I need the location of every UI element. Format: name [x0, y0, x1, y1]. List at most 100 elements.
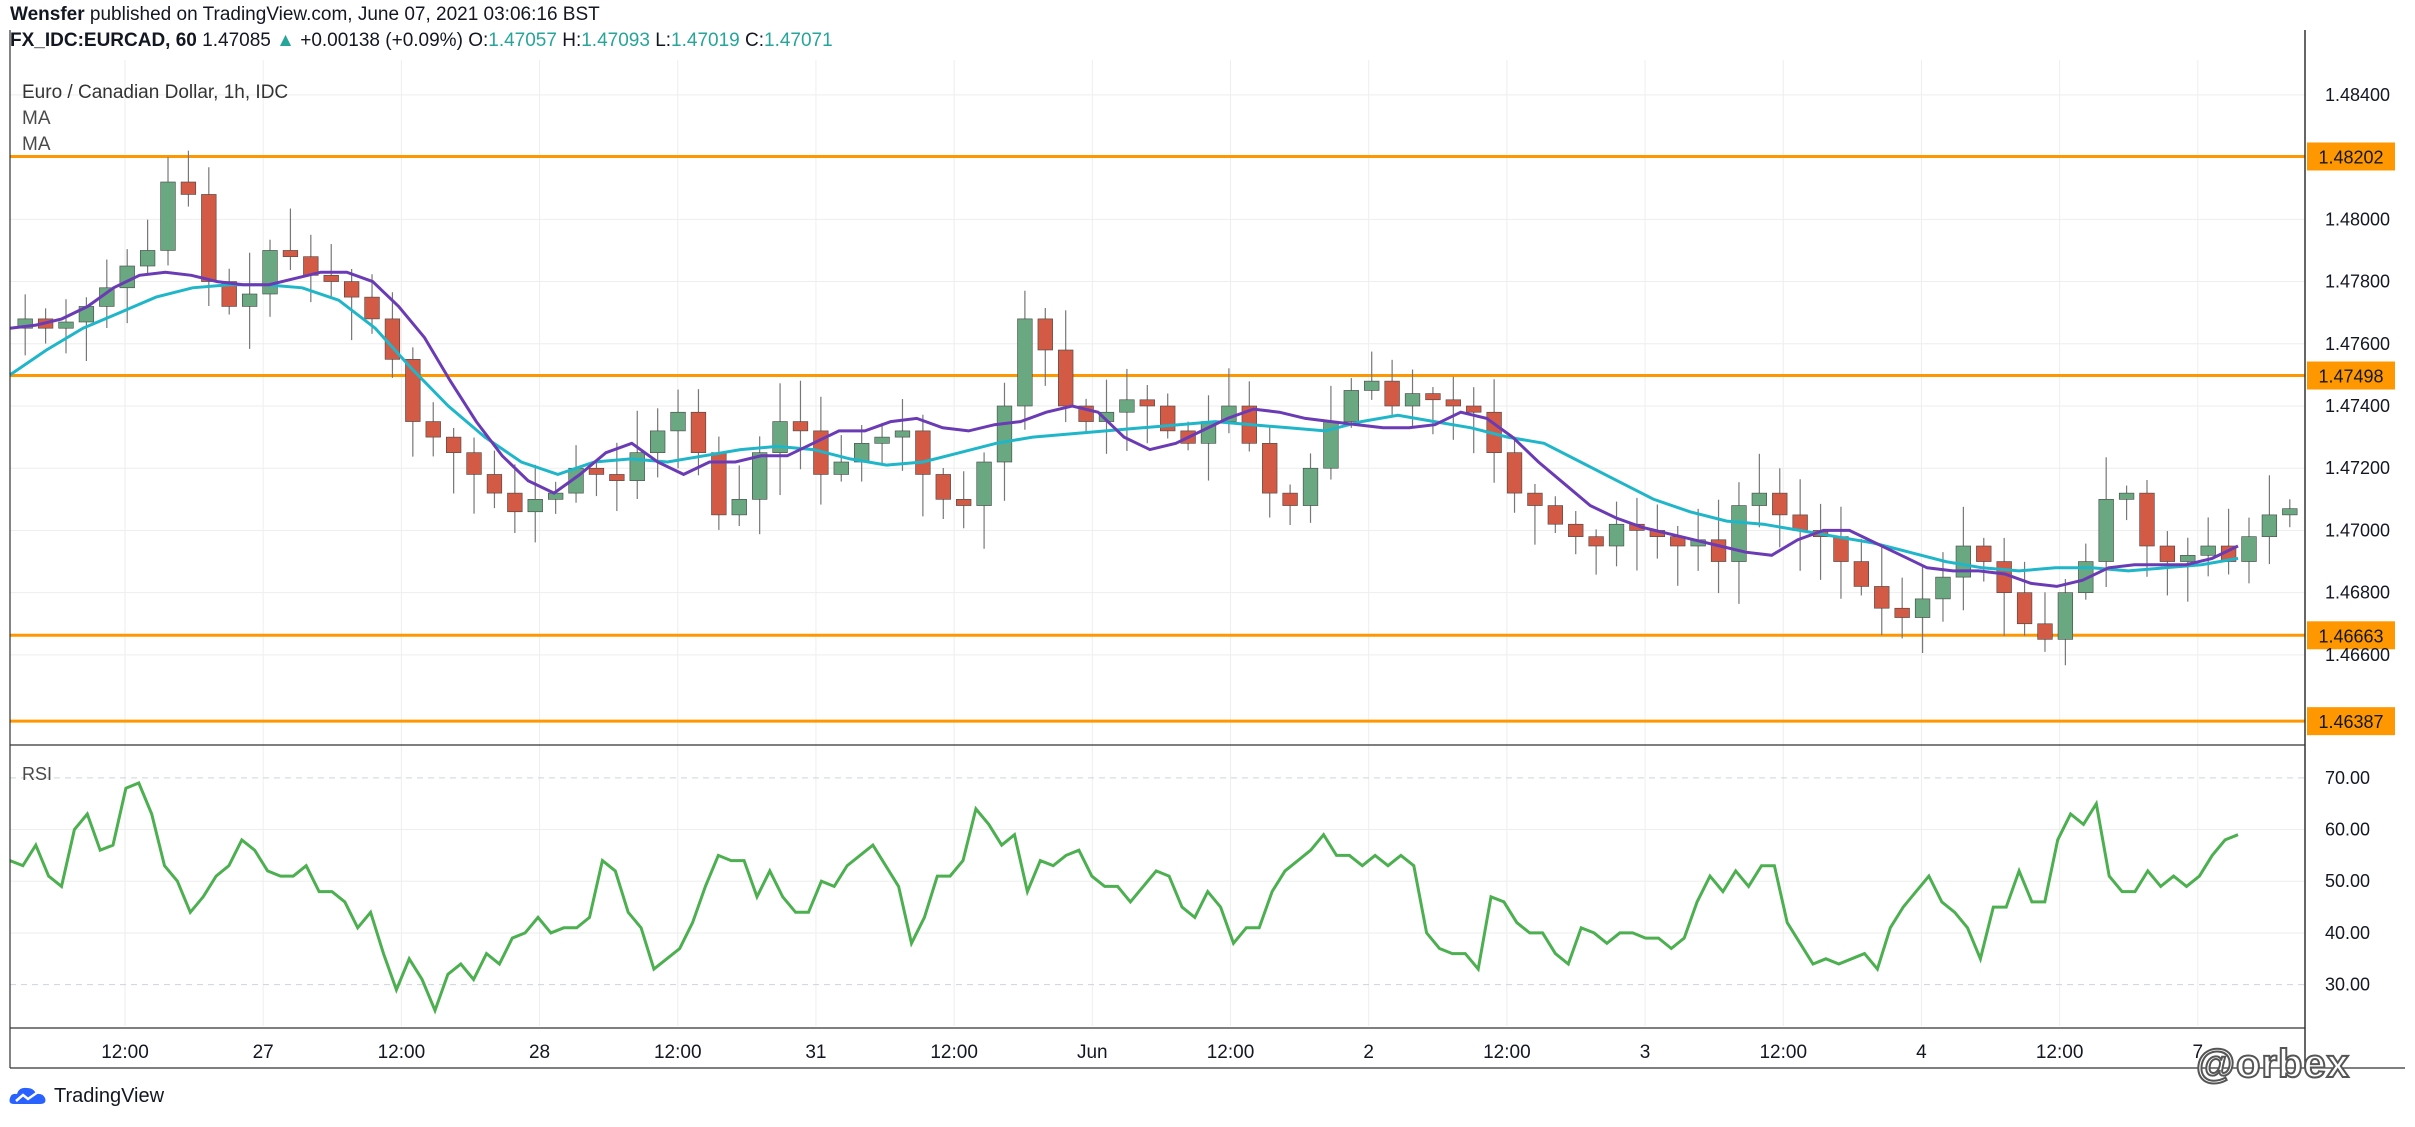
candle-body [139, 250, 156, 267]
candle-body [323, 275, 339, 282]
price-tick-label: 1.48000 [2325, 209, 2390, 229]
price-axis-labels[interactable]: 1.46600 1.46800 1.47000 1.47200 1.47400 1.476… [2325, 85, 2390, 995]
candle-body [58, 321, 74, 329]
candle-body [2098, 499, 2114, 562]
candle-body [2241, 536, 2257, 562]
time-tick-label: 12:00 [101, 1042, 149, 1063]
candle-body [1017, 318, 1033, 407]
low-value: 1.47019 [671, 30, 740, 51]
rsi-line [9, 781, 2239, 1015]
candle-body [1976, 545, 1992, 562]
candle-body [935, 474, 951, 500]
close-label: C: [745, 30, 765, 51]
candle-body [1588, 536, 1604, 547]
candle-body [486, 474, 503, 494]
tradingview-logo[interactable]: TradingView [8, 1084, 164, 1108]
candle-body [874, 436, 890, 444]
moving-averages [9, 270, 2239, 588]
level-price-tag [2307, 361, 2395, 390]
candle-body [445, 436, 462, 453]
candle-body [201, 194, 217, 282]
candle-body [2016, 592, 2033, 625]
candle-body [548, 492, 564, 500]
high-label: H: [562, 30, 582, 51]
candle-body [792, 421, 809, 432]
level-price-label: 1.46387 [2318, 712, 2383, 732]
candle-body [2159, 545, 2176, 562]
candle-body [2282, 508, 2298, 516]
time-tick-label: 12:00 [1759, 1042, 1807, 1063]
candle-body [1874, 586, 1890, 609]
candle-body [1568, 523, 1584, 537]
candle-body [160, 181, 176, 251]
candle-body [1262, 443, 1278, 494]
price-change: +0.00138 (+0.09%) [300, 30, 463, 51]
time-tick-label: 12:00 [2036, 1042, 2084, 1063]
rsi-label[interactable]: RSI [22, 764, 53, 784]
change-up-icon: ▲ [276, 30, 295, 51]
candle-body [1772, 492, 1788, 516]
candle-body [1384, 380, 1400, 407]
candle-body [629, 452, 645, 481]
tradingview-cloud-icon [9, 1087, 46, 1104]
time-tick-label: 7 [2193, 1042, 2204, 1063]
price-tick-label: 1.47800 [2325, 272, 2390, 292]
time-tick-label: 4 [1916, 1042, 1927, 1063]
candle-body [1058, 349, 1074, 407]
candle-body [282, 250, 299, 257]
candle-body [1751, 492, 1767, 506]
level-price-tag [2307, 621, 2395, 650]
candle-body [1139, 399, 1155, 407]
candle-body [241, 293, 258, 307]
time-tick-label: 12:00 [930, 1042, 978, 1063]
price-tick-label: 1.46800 [2325, 583, 2390, 603]
candle-body [996, 405, 1013, 463]
legend-ma-slow[interactable]: MA [22, 134, 51, 155]
publisher-name[interactable]: Wensfer [10, 4, 85, 25]
price-tick-label: 1.46600 [2325, 645, 2390, 665]
level-price-label: 1.46663 [2318, 626, 2383, 646]
time-axis-labels[interactable]: 12:00 27 12:00 28 12:00 31 12:00 Jun 12:00 2 12:00… [101, 1042, 2203, 1063]
last-price: 1.47085 [202, 30, 271, 51]
orbex-watermark: @orbex [2195, 1041, 2350, 1087]
time-tick-label: 31 [805, 1042, 826, 1063]
legend-ma-fast[interactable]: MA [22, 108, 51, 129]
candle-body [2037, 623, 2053, 640]
candle-body [364, 296, 380, 320]
time-tick-label: 28 [529, 1042, 550, 1063]
ma-slow-line [9, 283, 2239, 573]
close-value: 1.47071 [764, 30, 833, 51]
candle-body [262, 250, 278, 295]
candle-body [2057, 592, 2074, 640]
time-tick-label: 3 [1640, 1042, 1651, 1063]
candle-body [2200, 545, 2216, 556]
candle-body [343, 281, 360, 298]
candle-body [894, 430, 911, 438]
candle-body [1955, 545, 1972, 578]
published-text: published on TradingView.com, June 07, 2… [89, 4, 600, 25]
candle-body [670, 411, 686, 432]
candle-body [915, 430, 931, 475]
candle-body [1343, 390, 1359, 422]
symbol-ohlc-line: FX_IDC:EURCAD, 60 1.47085 ▲ +0.00138 (+0… [10, 30, 833, 52]
candle-body [1527, 492, 1543, 506]
time-tick-label: 2 [1363, 1042, 1374, 1063]
candle-body [1914, 598, 1931, 618]
high-value: 1.47093 [581, 30, 650, 51]
time-tick-label: 12:00 [654, 1042, 702, 1063]
publish-info: Wensfer published on TradingView.com, Ju… [10, 4, 600, 26]
candle-body [2139, 492, 2155, 547]
time-tick-label: 12:00 [1207, 1042, 1255, 1063]
price-tick-label: 1.47600 [2325, 334, 2390, 354]
time-tick-label: Jun [1077, 1042, 1108, 1063]
candle-body [180, 181, 197, 195]
candle-body [1833, 536, 1849, 562]
axes [9, 30, 2405, 1069]
symbol-label[interactable]: FX_IDC:EURCAD, 60 [10, 30, 197, 51]
candle-body [1119, 399, 1135, 413]
rsi-tick-label: 40.00 [2325, 923, 2370, 943]
candle-body [1425, 393, 1441, 401]
chart-title[interactable]: Euro / Canadian Dollar, 1h, IDC [22, 82, 289, 103]
candle-body [1894, 607, 1910, 618]
